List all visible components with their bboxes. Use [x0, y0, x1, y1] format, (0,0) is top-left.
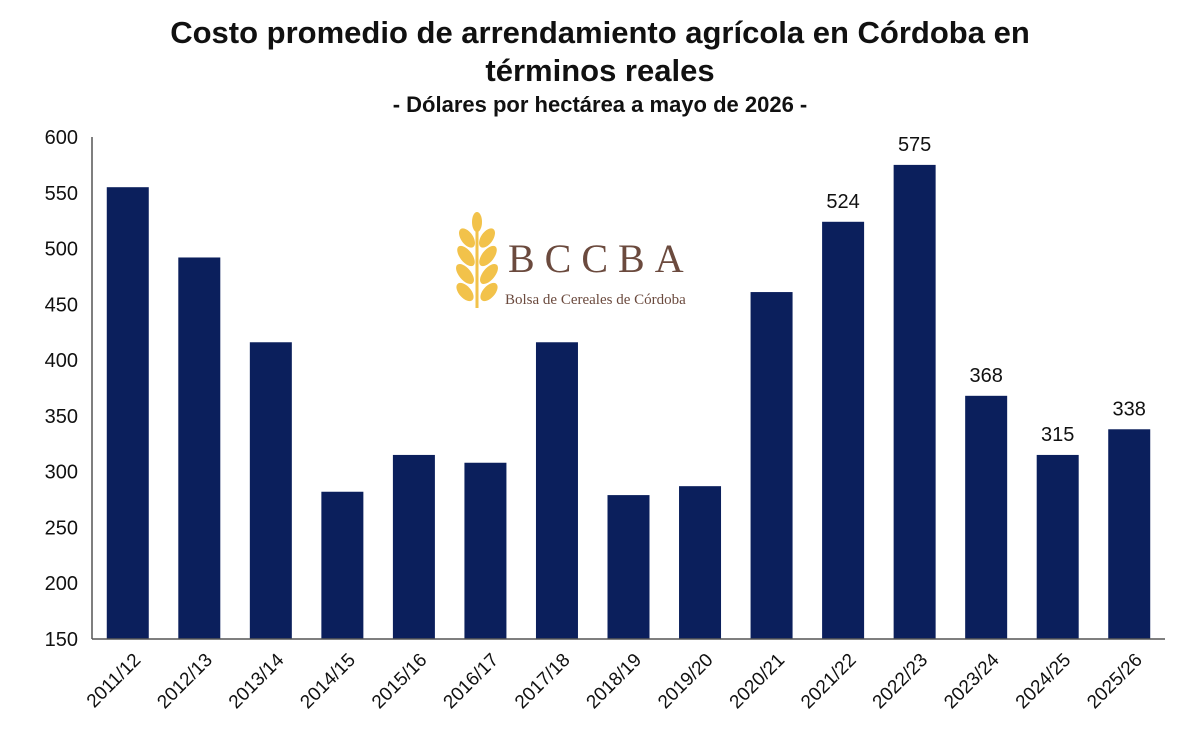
- x-tick-label: 2018/19: [583, 650, 646, 713]
- y-tick-label: 300: [45, 462, 78, 484]
- chart-title: Costo promedio de arrendamiento agrícola…: [170, 15, 1030, 88]
- y-tick-label: 550: [45, 183, 78, 205]
- bccba-logo: BCCBA Bolsa de Cereales de Córdoba: [456, 212, 694, 308]
- y-tick-label: 350: [45, 406, 78, 428]
- x-tick-label: 2012/13: [153, 650, 216, 713]
- bar: [965, 395, 1008, 639]
- bar: [178, 257, 221, 639]
- bar: [249, 342, 292, 639]
- bar: [893, 164, 936, 639]
- chart-header: Costo promedio de arrendamiento agrícola…: [0, 14, 1200, 118]
- y-tick-label: 600: [45, 127, 78, 149]
- y-axis-ticks: 150 200 250 300 350 400 450 500 550 600: [45, 127, 78, 651]
- y-tick-label: 250: [45, 517, 78, 539]
- x-tick-label: 2016/17: [440, 650, 503, 713]
- bar: [392, 454, 435, 639]
- bar: [1108, 429, 1151, 639]
- data-label: 368: [969, 365, 1002, 387]
- y-tick-label: 150: [45, 629, 78, 651]
- y-tick-label: 400: [45, 350, 78, 372]
- bar: [1036, 454, 1079, 639]
- x-tick-label: 2015/16: [368, 650, 431, 713]
- data-label: 575: [898, 134, 931, 156]
- bar: [679, 486, 722, 639]
- x-tick-label: 2020/21: [726, 650, 789, 713]
- y-tick-label: 500: [45, 239, 78, 261]
- data-labels: 524 575 368 315 338: [826, 134, 1146, 446]
- x-tick-label: 2025/26: [1083, 650, 1146, 713]
- x-tick-label: 2017/18: [511, 650, 574, 713]
- x-tick-label: 2022/23: [869, 650, 932, 713]
- x-axis-ticks: 2011/12 2012/13 2013/14 2014/15 2015/16 2016/…: [83, 649, 1147, 713]
- data-label: 338: [1113, 398, 1146, 420]
- x-tick-label: 2014/15: [296, 650, 359, 713]
- bar: [750, 292, 793, 639]
- x-tick-label: 2021/22: [797, 650, 860, 713]
- logo-subtitle: Bolsa de Cereales de Córdoba: [505, 292, 686, 308]
- x-tick-label: 2011/12: [83, 650, 145, 712]
- data-label: 524: [826, 191, 859, 213]
- y-tick-label: 200: [45, 573, 78, 595]
- bar: [464, 462, 507, 639]
- bar: [822, 221, 865, 639]
- y-tick-label: 450: [45, 294, 78, 316]
- x-tick-label: 2019/20: [654, 650, 717, 713]
- logo-name: BCCBA: [508, 236, 694, 281]
- x-tick-label: 2024/25: [1012, 650, 1075, 713]
- wheat-icon: [456, 212, 498, 308]
- x-tick-label: 2023/24: [940, 649, 1004, 713]
- data-label: 315: [1041, 424, 1074, 446]
- bars: [106, 164, 1151, 639]
- bar: [607, 495, 650, 639]
- chart-subtitle: - Dólares por hectárea a mayo de 2026 -: [392, 92, 808, 117]
- bar: [106, 187, 149, 639]
- x-tick-label: 2013/14: [225, 649, 289, 713]
- bar: [535, 342, 578, 639]
- bar: [321, 491, 364, 639]
